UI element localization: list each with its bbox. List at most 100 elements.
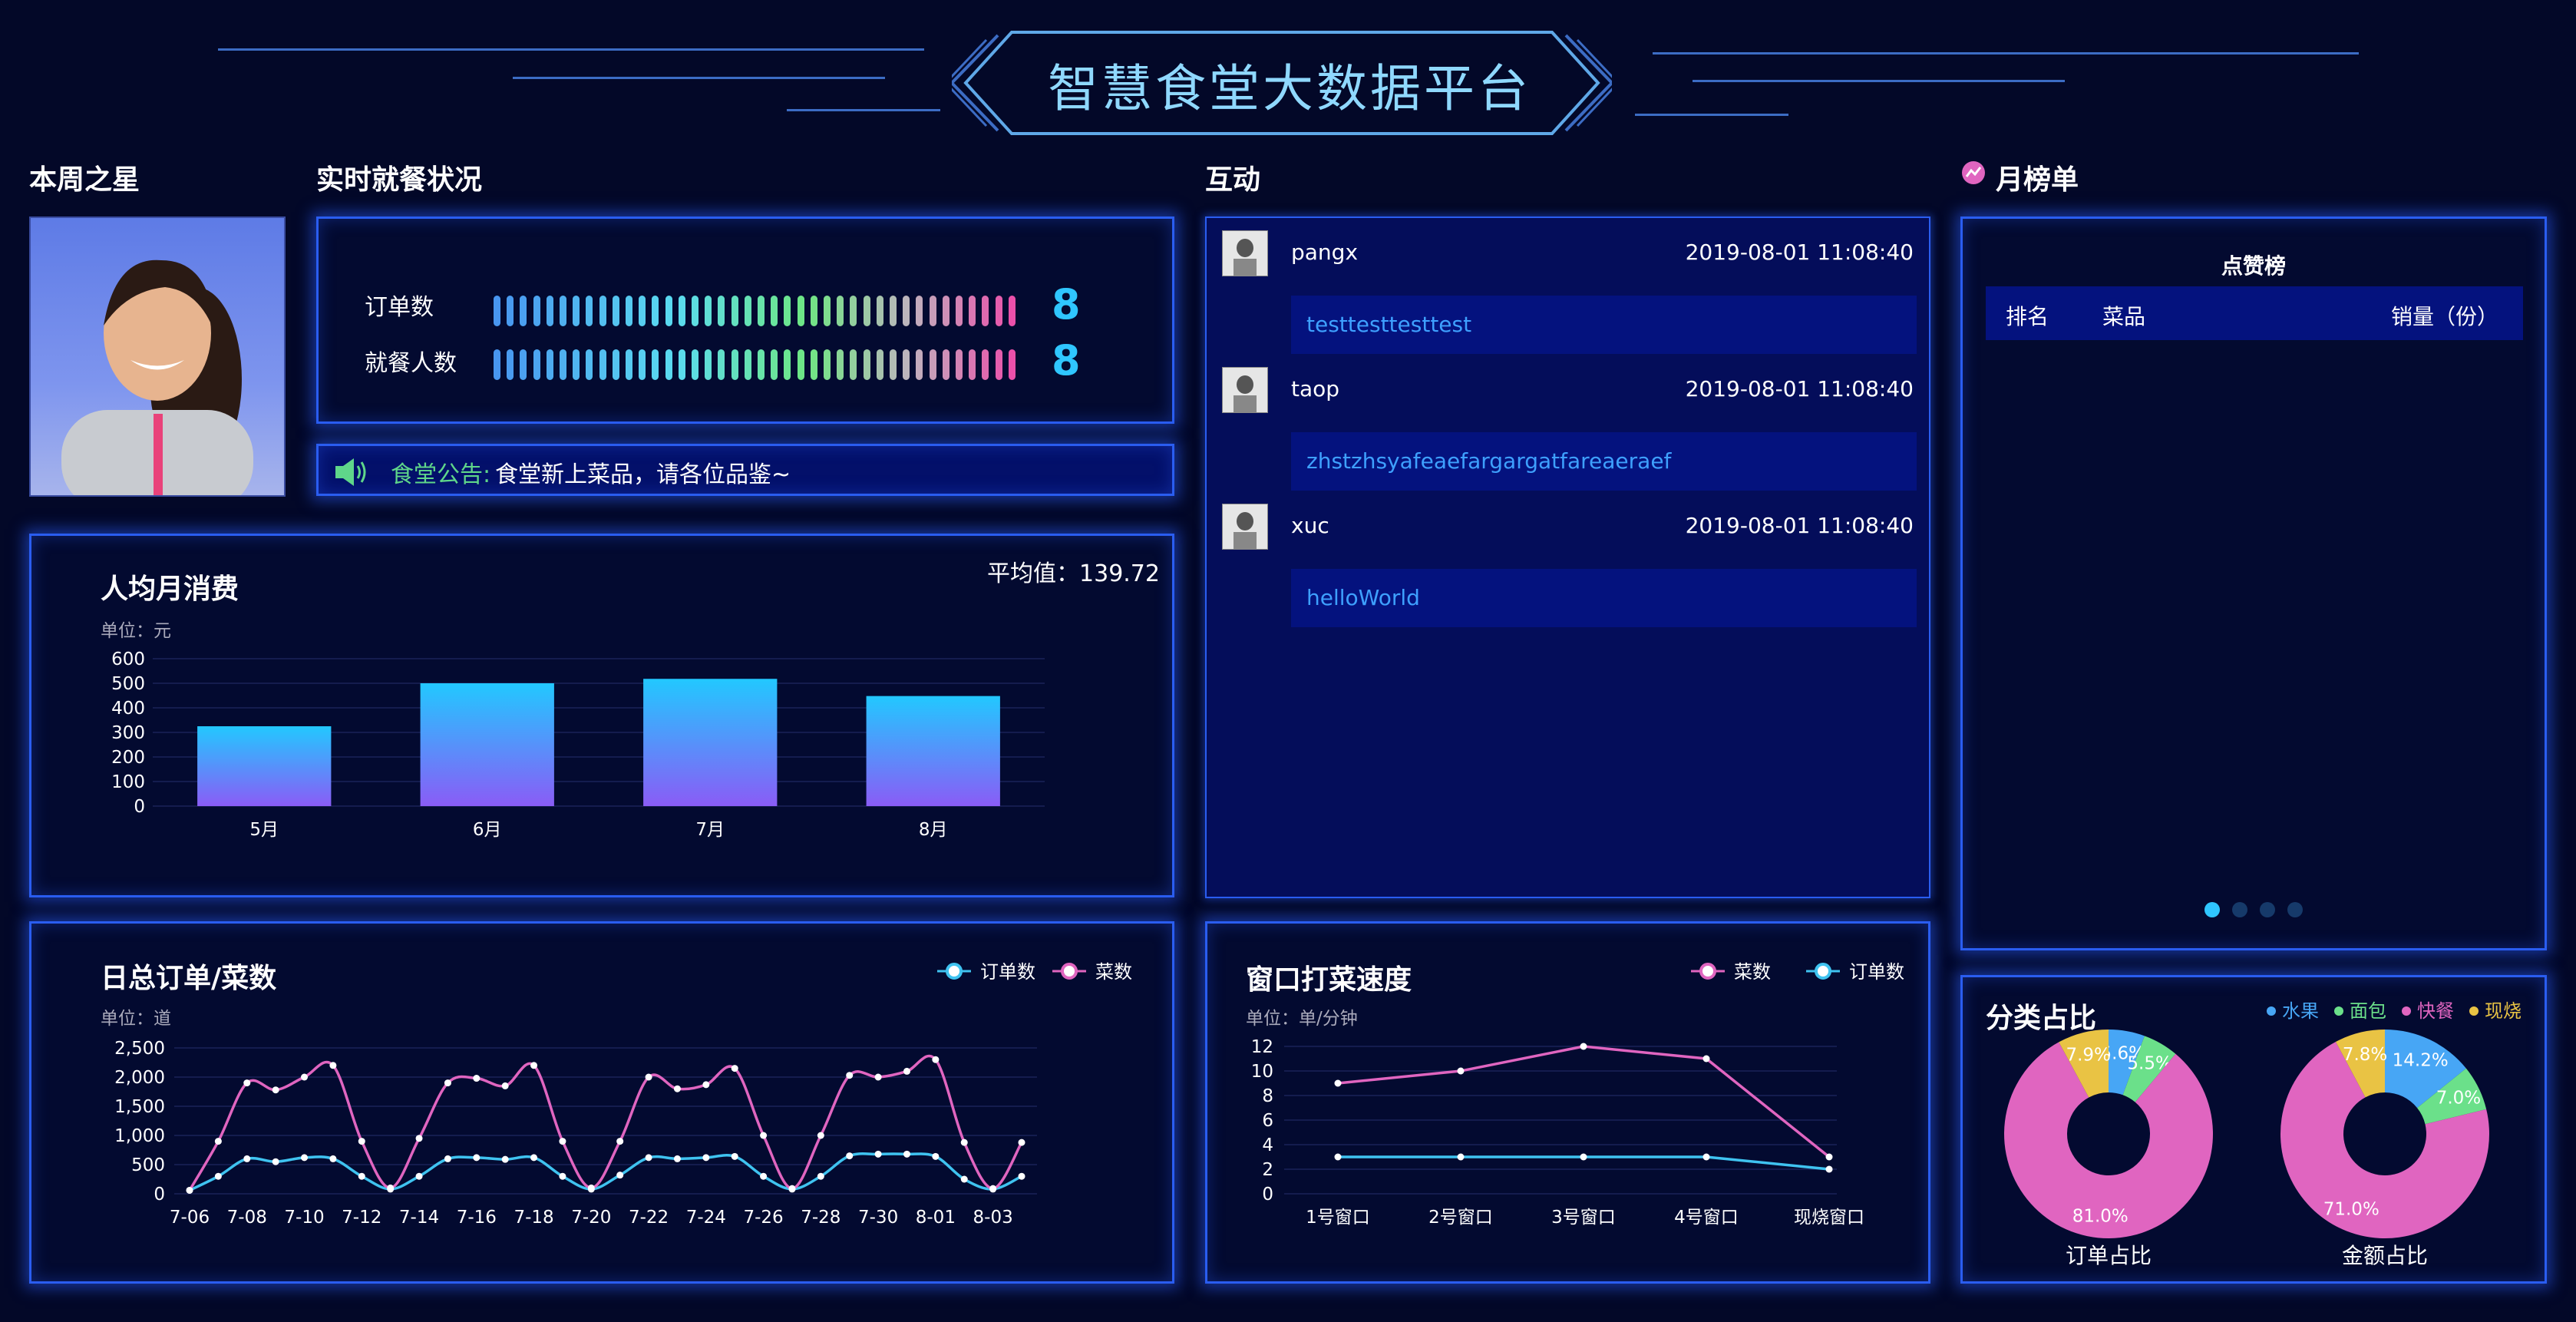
data-point[interactable] (1580, 1043, 1587, 1050)
data-point[interactable] (1702, 1153, 1710, 1161)
legend-label[interactable]: 面包 (2350, 1000, 2386, 1022)
data-point[interactable] (1018, 1172, 1025, 1180)
data-point[interactable] (214, 1172, 222, 1180)
data-point[interactable] (186, 1186, 193, 1194)
data-point[interactable] (214, 1138, 222, 1145)
data-point[interactable] (673, 1085, 681, 1092)
data-point[interactable] (243, 1079, 251, 1087)
user-avatar[interactable] (1222, 504, 1268, 550)
data-point[interactable] (1334, 1079, 1342, 1087)
legend-marker[interactable] (2334, 1006, 2343, 1016)
data-point[interactable] (673, 1155, 681, 1162)
legend-label[interactable]: 水果 (2282, 1000, 2319, 1022)
data-point[interactable] (817, 1172, 824, 1180)
data-point[interactable] (501, 1082, 509, 1089)
data-point[interactable] (903, 1067, 910, 1075)
data-point[interactable] (1457, 1153, 1465, 1161)
data-point[interactable] (874, 1073, 882, 1081)
data-point[interactable] (989, 1185, 997, 1192)
legend-marker[interactable] (2402, 1006, 2411, 1016)
data-point[interactable] (731, 1152, 738, 1160)
pager-dot[interactable] (2287, 902, 2303, 917)
pie-slice-现烧[interactable] (2335, 1030, 2385, 1098)
legend-label[interactable]: 菜数 (1095, 961, 1132, 983)
data-point[interactable] (358, 1172, 365, 1180)
data-point[interactable] (702, 1154, 710, 1162)
data-point[interactable] (702, 1081, 710, 1089)
pie-slice-快餐[interactable] (2004, 1042, 2213, 1238)
pie-slice-现烧[interactable] (2059, 1030, 2109, 1098)
data-point[interactable] (415, 1172, 423, 1180)
data-point[interactable] (358, 1138, 365, 1145)
data-point[interactable] (329, 1062, 337, 1069)
data-point[interactable] (932, 1152, 940, 1160)
data-point[interactable] (760, 1132, 768, 1139)
user-avatar[interactable] (1222, 230, 1268, 276)
legend-marker[interactable] (1699, 963, 1716, 980)
data-point[interactable] (817, 1132, 824, 1139)
data-point[interactable] (874, 1150, 882, 1158)
bar-6月[interactable] (420, 683, 554, 806)
pager-dot[interactable] (2204, 902, 2220, 917)
data-point[interactable] (501, 1155, 509, 1163)
data-point[interactable] (1457, 1067, 1465, 1075)
data-point[interactable] (301, 1073, 309, 1081)
data-point[interactable] (444, 1079, 451, 1087)
data-point[interactable] (788, 1185, 796, 1192)
data-point[interactable] (932, 1056, 940, 1063)
data-point[interactable] (473, 1075, 481, 1082)
pager-dot[interactable] (2260, 902, 2275, 917)
legend-label[interactable]: 订单数 (1849, 961, 1904, 983)
pie-slice-水果[interactable] (2385, 1030, 2466, 1109)
pie-slice-面包[interactable] (2417, 1068, 2487, 1125)
legend-marker[interactable] (1061, 963, 1078, 980)
data-point[interactable] (530, 1062, 538, 1069)
data-point[interactable] (1580, 1153, 1587, 1161)
legend-marker[interactable] (1815, 963, 1831, 980)
pie-slice-快餐[interactable] (2280, 1042, 2489, 1238)
legend-marker[interactable] (2267, 1006, 2276, 1016)
bar-5月[interactable] (197, 726, 332, 806)
legend-label[interactable]: 菜数 (1734, 961, 1771, 983)
data-point[interactable] (616, 1138, 624, 1145)
pager-dot[interactable] (2232, 902, 2247, 917)
data-point[interactable] (1825, 1165, 1833, 1173)
data-point[interactable] (1825, 1153, 1833, 1161)
data-point[interactable] (960, 1175, 968, 1183)
data-point[interactable] (559, 1138, 566, 1145)
data-point[interactable] (587, 1184, 595, 1191)
bar-8月[interactable] (866, 696, 1000, 806)
data-point[interactable] (272, 1158, 279, 1165)
data-point[interactable] (243, 1155, 251, 1162)
legend-label[interactable]: 快餐 (2417, 1000, 2454, 1022)
data-point[interactable] (473, 1154, 481, 1162)
data-point[interactable] (846, 1152, 854, 1160)
data-point[interactable] (329, 1155, 337, 1162)
pie-slice-水果[interactable] (2109, 1030, 2145, 1096)
legend-marker[interactable] (2469, 1006, 2479, 1016)
data-point[interactable] (1702, 1055, 1710, 1063)
legend-label[interactable]: 订单数 (980, 961, 1035, 983)
data-point[interactable] (645, 1154, 652, 1162)
data-point[interactable] (616, 1172, 624, 1179)
data-point[interactable] (760, 1172, 768, 1180)
data-point[interactable] (444, 1155, 451, 1162)
data-point[interactable] (272, 1086, 279, 1094)
data-point[interactable] (559, 1172, 566, 1180)
series-line-菜数[interactable] (188, 1054, 1023, 1191)
data-point[interactable] (1018, 1139, 1025, 1146)
data-point[interactable] (846, 1072, 854, 1079)
data-point[interactable] (731, 1065, 738, 1072)
data-point[interactable] (645, 1073, 652, 1081)
series-line-菜数[interactable] (1337, 1045, 1831, 1158)
data-point[interactable] (960, 1139, 968, 1146)
bar-7月[interactable] (643, 679, 778, 806)
data-point[interactable] (415, 1135, 423, 1142)
legend-label[interactable]: 现烧 (2485, 1000, 2522, 1022)
data-point[interactable] (530, 1154, 538, 1162)
data-point[interactable] (387, 1184, 395, 1191)
data-point[interactable] (903, 1150, 910, 1158)
user-avatar[interactable] (1222, 367, 1268, 413)
data-point[interactable] (1334, 1153, 1342, 1161)
legend-marker[interactable] (946, 963, 963, 980)
